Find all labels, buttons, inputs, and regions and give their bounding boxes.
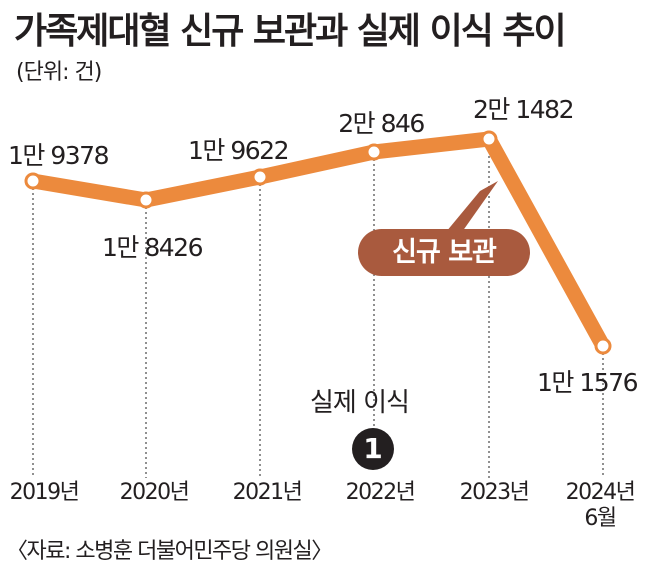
x-tick: 2021년 <box>232 480 303 505</box>
actual-transplant-badge: 1 <box>352 428 394 470</box>
x-tick: 2023년 <box>459 480 530 505</box>
point-label: 1만 9622 <box>188 136 289 165</box>
series-line <box>25 131 611 354</box>
pill-pointer <box>446 181 498 232</box>
actual-transplant-label: 실제 이식 <box>310 388 410 418</box>
point-label: 1만 8426 <box>102 233 203 262</box>
x-tick: 2020년 <box>119 480 190 505</box>
source-note: 〈자료: 소병훈 더불어민주당 의원실〉 <box>6 539 333 564</box>
point-label: 2만 1482 <box>473 95 574 124</box>
point-label: 2만 846 <box>338 109 425 138</box>
data-points <box>24 130 612 355</box>
point-label: 1만 9378 <box>8 141 109 170</box>
x-tick: 2019년 <box>9 480 80 505</box>
unit-label: (단위: 건) <box>16 60 102 85</box>
point-label: 1만 1576 <box>537 368 638 397</box>
x-tick: 2022년 <box>345 480 416 505</box>
chart-title: 가족제대혈 신규 보관과 실제 이식 추이 <box>14 11 567 52</box>
x-tick: 2024년 6월 <box>565 480 636 531</box>
gridlines <box>32 146 604 478</box>
series-label-pill: 신규 보관 <box>358 229 530 276</box>
